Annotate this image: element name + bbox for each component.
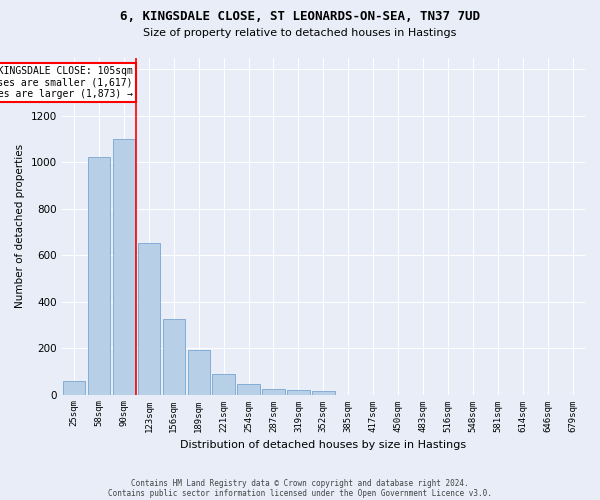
Bar xyxy=(312,391,335,394)
Bar xyxy=(137,244,160,394)
Text: 6 KINGSDALE CLOSE: 105sqm
← 46% of detached houses are smaller (1,617)
54% of se: 6 KINGSDALE CLOSE: 105sqm ← 46% of detac… xyxy=(0,66,133,99)
Text: Contains public sector information licensed under the Open Government Licence v3: Contains public sector information licen… xyxy=(108,488,492,498)
Bar xyxy=(287,390,310,394)
Y-axis label: Number of detached properties: Number of detached properties xyxy=(15,144,25,308)
Bar xyxy=(238,384,260,394)
Bar xyxy=(113,139,135,394)
Text: Size of property relative to detached houses in Hastings: Size of property relative to detached ho… xyxy=(143,28,457,38)
Text: Contains HM Land Registry data © Crown copyright and database right 2024.: Contains HM Land Registry data © Crown c… xyxy=(131,478,469,488)
Text: 6, KINGSDALE CLOSE, ST LEONARDS-ON-SEA, TN37 7UD: 6, KINGSDALE CLOSE, ST LEONARDS-ON-SEA, … xyxy=(120,10,480,23)
Bar xyxy=(262,388,285,394)
Bar xyxy=(63,380,85,394)
Bar xyxy=(163,319,185,394)
Bar xyxy=(188,350,210,395)
X-axis label: Distribution of detached houses by size in Hastings: Distribution of detached houses by size … xyxy=(180,440,466,450)
Bar xyxy=(88,158,110,394)
Bar xyxy=(212,374,235,394)
